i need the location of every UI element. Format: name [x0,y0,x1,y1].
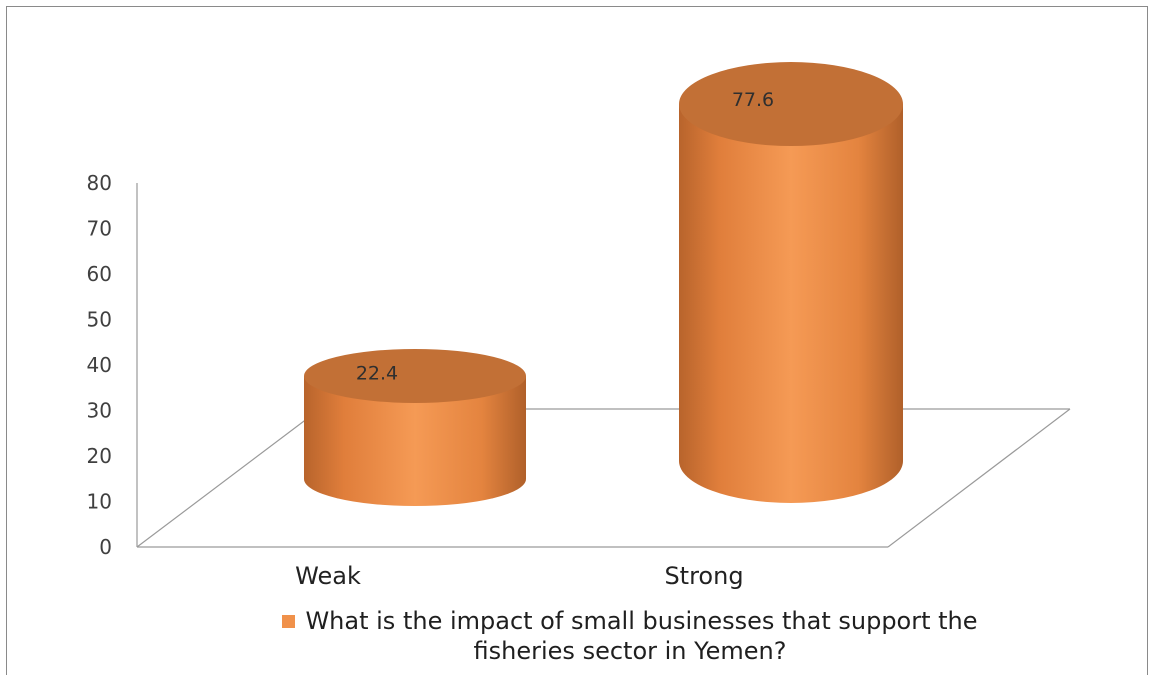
x-tick-label: Weak [295,562,361,590]
y-tick-label: 30 [87,399,112,423]
bar-weak: 22.4 [304,348,526,506]
data-label: 22.4 [356,363,398,385]
bar-body [679,104,903,503]
chart-floor [136,183,1071,548]
y-tick-label: 80 [87,171,112,195]
y-tick-label: 50 [87,308,112,332]
bar-top [304,348,526,403]
legend: What is the impact of small businesses t… [250,606,1010,666]
x-tick-label: Strong [664,562,743,590]
chart-frame [6,6,1148,675]
x-axis-labels: Weak Strong [295,562,743,590]
y-tick-label: 60 [87,262,112,286]
floor-left-edge [136,408,321,548]
legend-label: What is the impact of small businesses t… [305,607,978,665]
data-label: 77.6 [732,89,774,111]
bar-strong: 77.6 [679,62,903,503]
legend-swatch [282,615,296,628]
bars: 22.4 77.6 [304,62,903,506]
bar-top [679,62,903,147]
floor-right-edge [887,408,1071,548]
y-tick-label: 20 [87,444,112,468]
y-axis-ticks: 0 10 20 30 40 50 60 70 80 [87,171,112,559]
bar-body [304,375,526,506]
y-tick-label: 40 [87,353,112,377]
y-tick-label: 10 [87,490,112,514]
y-tick-label: 0 [99,535,112,559]
y-tick-label: 70 [87,217,112,241]
